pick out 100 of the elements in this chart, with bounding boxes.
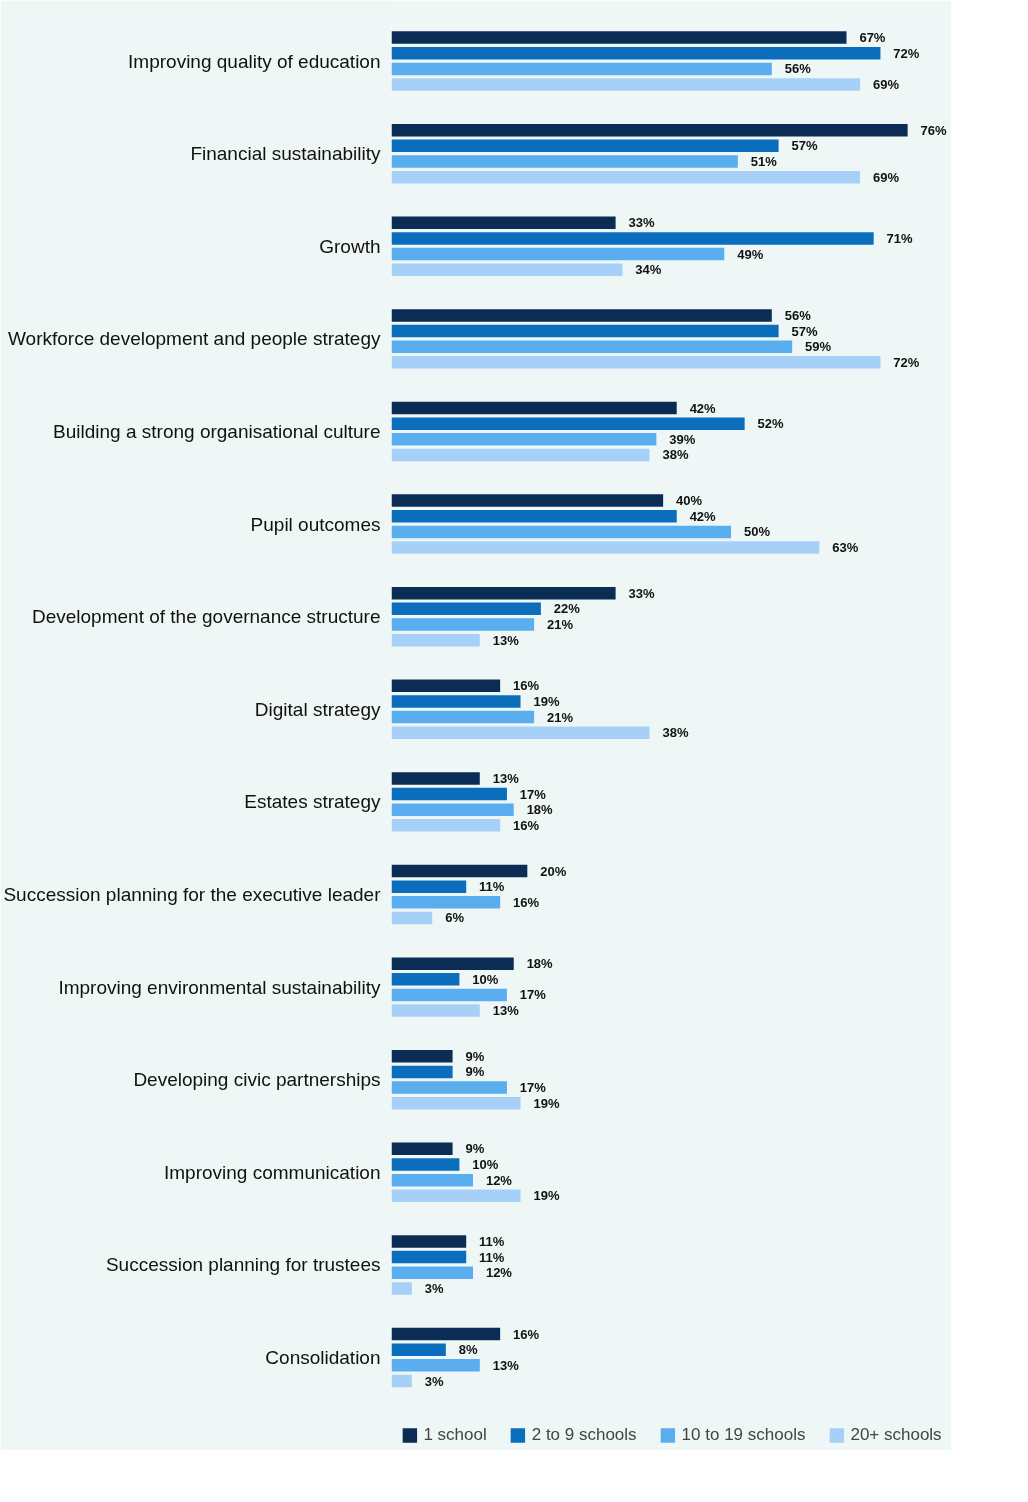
data-label: 17% xyxy=(519,987,547,1003)
y-tick-label: Improving quality of education xyxy=(128,50,381,72)
bar xyxy=(391,263,623,276)
data-label: 63% xyxy=(832,540,859,556)
data-label: 49% xyxy=(737,246,764,262)
bar xyxy=(391,216,616,230)
bar xyxy=(391,46,881,60)
bar xyxy=(391,586,616,600)
y-tick-label: Estates strategy xyxy=(244,791,381,813)
data-label: 67% xyxy=(859,30,886,46)
data-label: 3% xyxy=(424,1280,445,1296)
y-tick-label: Succession planning for the executive leader xyxy=(3,884,382,905)
data-label: 38% xyxy=(662,447,689,463)
bar xyxy=(391,1173,473,1187)
y-tick-label: Building a strong organisational culture xyxy=(53,420,381,442)
bar xyxy=(391,679,501,693)
bar xyxy=(391,988,507,1002)
data-label: 19% xyxy=(533,693,560,709)
data-label: 8% xyxy=(458,1342,478,1358)
data-label: 72% xyxy=(893,45,920,61)
data-label: 21% xyxy=(547,617,574,633)
bar xyxy=(391,957,514,970)
bar xyxy=(391,448,650,462)
bar xyxy=(391,880,467,893)
y-tick-label: Improving environmental sustainability xyxy=(58,976,381,998)
data-label: 16% xyxy=(513,1326,540,1342)
data-label: 39% xyxy=(669,431,696,447)
data-label: 13% xyxy=(492,632,520,648)
data-label: 69% xyxy=(872,77,900,93)
bar xyxy=(391,78,861,91)
bar xyxy=(391,433,657,446)
data-label: 50% xyxy=(743,524,771,540)
y-tick-label: Pupil outcomes xyxy=(250,513,381,535)
bar xyxy=(391,123,908,137)
data-label: 17% xyxy=(519,786,547,802)
bar xyxy=(391,1189,521,1203)
y-tick-label: Workforce development and people strategy xyxy=(8,328,381,350)
bar xyxy=(391,170,861,184)
bar xyxy=(391,1266,473,1279)
data-label: 11% xyxy=(479,1233,505,1249)
bar xyxy=(391,787,507,801)
data-label: 34% xyxy=(635,262,662,278)
bar xyxy=(391,710,535,724)
data-label: 69% xyxy=(872,169,900,185)
bar xyxy=(391,247,725,261)
y-tick-label: Digital strategy xyxy=(254,698,381,720)
data-label: 71% xyxy=(886,230,914,246)
data-label: 12% xyxy=(485,1172,513,1188)
data-label: 33% xyxy=(628,215,655,231)
legend-label: 10 to 19 schools xyxy=(681,1425,806,1445)
data-label: 9% xyxy=(465,1141,485,1157)
bar xyxy=(391,1049,453,1063)
bar xyxy=(391,525,732,539)
bar xyxy=(391,1065,453,1079)
bar xyxy=(391,1343,446,1356)
data-label: 57% xyxy=(791,323,818,339)
y-tick-label: Improving communication xyxy=(164,1161,381,1183)
data-label: 13% xyxy=(492,770,520,786)
data-label: 20% xyxy=(540,863,567,879)
data-label: 72% xyxy=(893,354,920,370)
data-label: 51% xyxy=(750,153,778,169)
data-label: 40% xyxy=(676,493,703,509)
bar xyxy=(391,31,847,44)
legend-label: 1 school xyxy=(423,1425,487,1445)
data-label: 19% xyxy=(533,1095,560,1111)
y-tick-label: Financial sustainability xyxy=(190,143,381,165)
bar xyxy=(391,417,745,430)
legend-label: 2 to 9 schools xyxy=(531,1425,637,1445)
bar xyxy=(391,1142,453,1156)
data-label: 56% xyxy=(784,61,812,77)
bar xyxy=(391,494,664,507)
bar xyxy=(391,340,793,353)
bar xyxy=(391,896,501,909)
data-label: 11% xyxy=(479,879,505,895)
data-label: 9% xyxy=(465,1064,485,1080)
data-label: 16% xyxy=(513,894,540,910)
data-label: 16% xyxy=(513,678,540,694)
bar xyxy=(391,1327,501,1341)
bar xyxy=(391,232,874,245)
data-label: 38% xyxy=(662,725,689,741)
data-label: 16% xyxy=(513,817,540,833)
data-label: 57% xyxy=(791,138,818,154)
data-label: 3% xyxy=(424,1373,445,1389)
bar xyxy=(391,510,677,523)
data-label: 19% xyxy=(533,1188,560,1204)
bar xyxy=(391,1158,460,1171)
bar xyxy=(391,819,501,832)
data-label: 10% xyxy=(472,1156,499,1172)
bar xyxy=(391,155,738,168)
bar xyxy=(391,1282,412,1295)
bar xyxy=(391,401,677,415)
bar xyxy=(391,1096,521,1110)
y-tick-label: Development of the governance structure xyxy=(31,606,381,628)
bar xyxy=(391,864,528,878)
y-tick-label: Consolidation xyxy=(265,1347,381,1369)
data-label: 22% xyxy=(553,601,581,617)
data-label: 9% xyxy=(465,1048,485,1064)
bar xyxy=(391,356,881,369)
bar xyxy=(391,1250,467,1264)
bar xyxy=(391,541,820,554)
